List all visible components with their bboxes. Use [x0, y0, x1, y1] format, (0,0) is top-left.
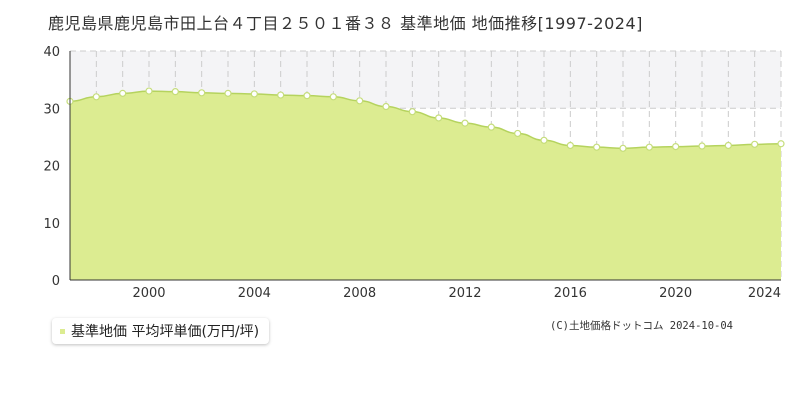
data-point-1999 — [119, 89, 127, 97]
y-tick-label-30: 30 — [43, 102, 60, 117]
data-point-2015 — [540, 136, 548, 144]
data-point-2000 — [145, 87, 153, 95]
legend-label: 基準地価 平均坪単価(万円/坪) — [71, 324, 260, 340]
series-line — [69, 90, 782, 150]
x-tick-label-2020: 2020 — [659, 286, 692, 301]
x-tick-label-2000: 2000 — [132, 286, 165, 301]
data-point-2007 — [329, 93, 337, 101]
data-point-2009 — [382, 102, 390, 111]
data-point-2005 — [277, 91, 285, 99]
data-point-2023 — [751, 140, 759, 148]
y-tick-label-40: 40 — [43, 45, 60, 60]
data-point-2021 — [698, 142, 706, 150]
data-point-2019 — [645, 143, 653, 151]
data-point-2018 — [619, 144, 627, 152]
data-point-2014 — [514, 129, 522, 138]
x-tick-label-2004: 2004 — [238, 286, 271, 301]
data-point-2002 — [198, 89, 206, 97]
x-tick-label-2024: 2024 — [748, 286, 781, 301]
data-point-2004 — [250, 90, 258, 98]
data-point-2006 — [303, 92, 311, 100]
data-point-2008 — [356, 97, 364, 105]
y-tick-label-0: 0 — [52, 274, 60, 289]
x-tick-label-2016: 2016 — [554, 286, 587, 301]
data-point-2012 — [461, 119, 469, 127]
area-fill — [70, 91, 781, 280]
copyright-text: (C)土地価格ドットコム 2024-10-04 — [550, 320, 734, 332]
y-tick-labels: 0 10 20 30 40 — [43, 45, 60, 289]
data-point-2024 — [777, 140, 785, 148]
data-point-2010 — [408, 108, 416, 116]
x-tick-label-2012: 2012 — [448, 286, 481, 301]
data-points — [66, 87, 785, 152]
x-tick-label-2008: 2008 — [343, 286, 376, 301]
data-point-2003 — [224, 89, 232, 97]
x-tick-labels: 2000 2004 2008 2012 2016 2020 2024 — [132, 286, 781, 301]
legend: 基準地価 平均坪単価(万円/坪) — [52, 318, 270, 344]
chart-title: 鹿児島県鹿児島市田上台４丁目２５０１番３８ 基準地価 地価推移[1997-202… — [48, 14, 643, 33]
data-point-2017 — [593, 143, 601, 151]
data-point-2001 — [171, 88, 179, 96]
legend-swatch — [60, 328, 65, 334]
data-point-2011 — [435, 114, 443, 122]
y-tick-label-20: 20 — [43, 160, 60, 175]
data-point-2013 — [487, 123, 495, 131]
y-tick-label-10: 10 — [43, 217, 60, 232]
data-point-1998 — [92, 93, 100, 101]
data-point-2016 — [566, 141, 574, 150]
data-point-2020 — [672, 143, 680, 151]
data-point-2022 — [724, 141, 732, 150]
